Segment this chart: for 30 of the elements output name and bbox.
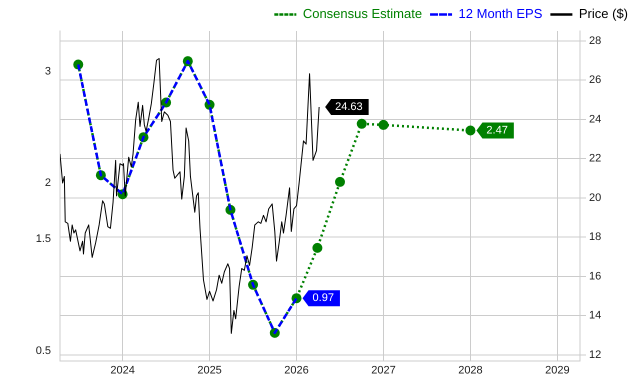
- data-label: 2.47: [486, 124, 508, 137]
- y2-tick-label: 16: [589, 270, 602, 282]
- x-tick-label: 2024: [110, 364, 135, 376]
- y-tick-label: 0.5: [36, 344, 51, 357]
- y2-tick-label: 26: [589, 74, 602, 86]
- legend-label: Consensus Estimate: [302, 6, 422, 22]
- y2-tick-label: 28: [589, 34, 602, 47]
- y-tick-label: 3: [44, 65, 51, 78]
- x-tick-label: 2026: [284, 364, 309, 376]
- y2-tick-label: 12: [589, 348, 602, 361]
- x-tick-label: 2029: [545, 364, 570, 376]
- legend-label: 12 Month EPS: [458, 6, 543, 22]
- point: [335, 176, 345, 187]
- legend-label: Price ($): [578, 6, 628, 22]
- point: [312, 242, 322, 253]
- y-tick-label: 1.5: [36, 232, 51, 245]
- data-label: 0.97: [312, 292, 334, 304]
- y2-tick-label: 24: [589, 113, 602, 126]
- point: [465, 126, 476, 136]
- x-tick-label: 2028: [458, 364, 483, 376]
- y2-tick-label: 20: [589, 192, 602, 204]
- y2-tick-label: 18: [589, 231, 602, 244]
- x-tick-label: 2025: [197, 364, 222, 376]
- y2-tick-label: 14: [589, 310, 602, 322]
- x-tick-label: 2027: [371, 364, 396, 376]
- point: [378, 120, 388, 130]
- data-label: 24.63: [335, 101, 363, 114]
- point: [356, 118, 367, 129]
- y-tick-label: 2: [44, 177, 51, 190]
- y2-tick-label: 22: [589, 152, 602, 165]
